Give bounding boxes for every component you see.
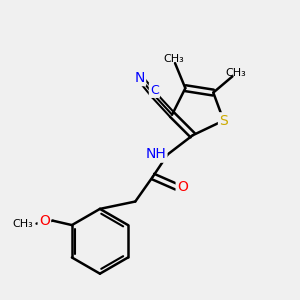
Text: NH: NH: [146, 147, 166, 161]
Text: CH₃: CH₃: [225, 68, 246, 78]
Text: C: C: [150, 84, 159, 97]
Text: CH₃: CH₃: [163, 54, 184, 64]
Text: CH₃: CH₃: [13, 219, 34, 229]
Text: S: S: [219, 114, 228, 128]
Text: N: N: [134, 71, 145, 85]
Text: O: O: [177, 180, 188, 194]
Text: O: O: [39, 214, 50, 228]
